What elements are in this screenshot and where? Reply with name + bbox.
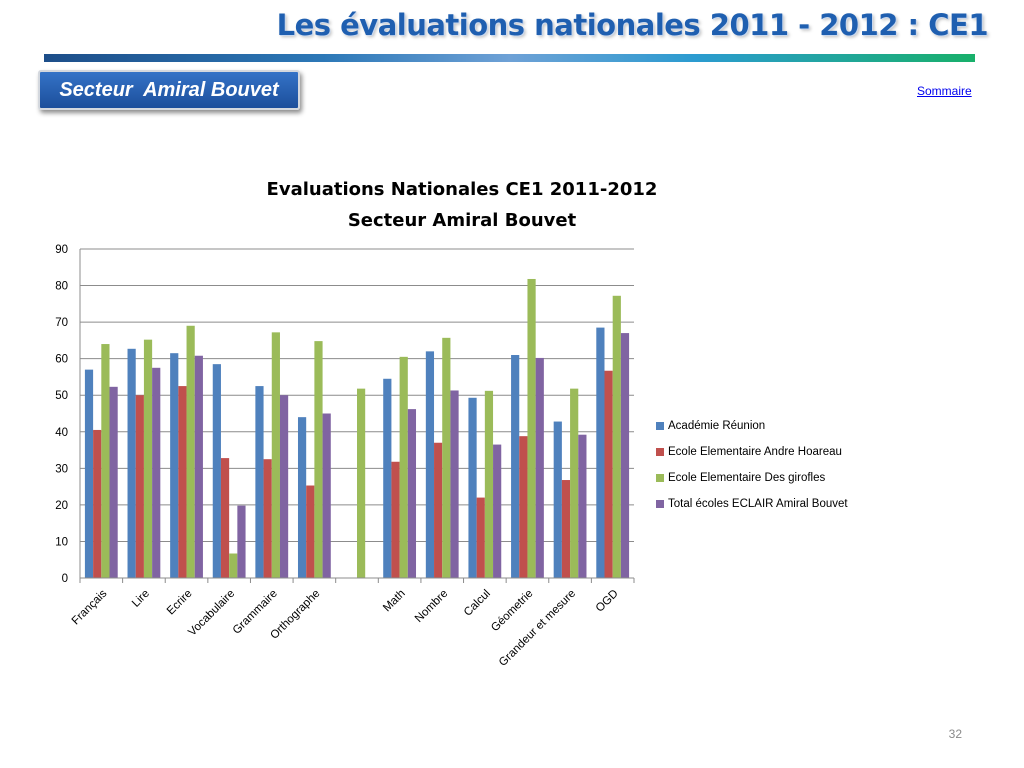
bar: [578, 434, 587, 578]
legend-label: Total écoles ECLAIR Amiral Bouvet: [668, 498, 848, 510]
bar: [279, 395, 289, 578]
y-tick-label: 10: [55, 536, 68, 548]
bar: [407, 409, 417, 578]
y-tick-label: 80: [55, 281, 68, 293]
sommaire-link[interactable]: Sommaire: [917, 84, 972, 98]
y-tick-label: 70: [55, 317, 68, 329]
bar: [186, 325, 195, 578]
bar: [84, 369, 94, 578]
x-tick-label: Ecrire: [165, 588, 195, 618]
bar: [212, 364, 221, 578]
bar: [383, 378, 392, 578]
bar: [511, 355, 520, 578]
x-tick-label: Lire: [130, 588, 152, 610]
x-tick-label: Vocabulaire: [186, 588, 237, 639]
bar: [101, 344, 110, 578]
bar: [152, 367, 161, 578]
bar: [399, 356, 408, 578]
legend-item: Ecole Elementaire Des girofles: [656, 465, 848, 491]
bar: [620, 333, 630, 578]
bar: [263, 459, 272, 578]
bar: [570, 388, 579, 578]
bar: [468, 397, 477, 578]
legend-swatch: [656, 422, 664, 430]
bar: [425, 351, 435, 578]
page-number: 32: [948, 727, 962, 741]
title-gradient-rule: [44, 54, 975, 62]
y-tick-label: 50: [55, 390, 68, 402]
bar: [127, 348, 136, 578]
bar: [93, 429, 102, 578]
slide-title: Les évaluations nationales 2011 - 2012 :…: [276, 8, 989, 42]
bar: [391, 461, 400, 578]
bar: [255, 386, 264, 578]
legend-item: Total écoles ECLAIR Amiral Bouvet: [656, 491, 848, 517]
legend-label: Ecole Elementaire Andre Hoareau: [668, 446, 842, 458]
x-tick-label: OGD: [594, 588, 621, 615]
bar: [357, 388, 366, 578]
bar: [178, 386, 187, 578]
bar: [434, 442, 443, 578]
bar: [314, 341, 323, 578]
y-tick-label: 20: [55, 500, 68, 512]
y-tick-label: 90: [55, 244, 68, 256]
legend-label: Académie Réunion: [668, 420, 766, 432]
bar: [194, 355, 203, 578]
bar: [596, 327, 605, 578]
bar: [143, 339, 153, 578]
x-tick-label: Français: [70, 587, 110, 627]
bar: [237, 505, 246, 578]
y-tick-label: 0: [62, 573, 68, 585]
bar: [612, 295, 621, 578]
sector-label-box: Secteur Amiral Bouvet: [38, 70, 300, 110]
legend-swatch: [656, 474, 664, 482]
legend-label: Ecole Elementaire Des girofles: [668, 472, 826, 484]
legend-item: Académie Réunion: [656, 413, 848, 439]
bar: [476, 497, 485, 578]
bar: [535, 357, 544, 578]
x-tick-label: Math: [381, 588, 408, 615]
bar: [271, 332, 280, 578]
bar: [109, 386, 118, 578]
y-tick-label: 30: [55, 463, 68, 475]
bar: [561, 480, 571, 578]
bar: [553, 421, 562, 578]
bar: [170, 353, 179, 578]
y-tick-label: 40: [55, 427, 68, 439]
x-tick-label: Grandeur et mesure: [497, 588, 578, 669]
bar: [493, 444, 502, 578]
bar: [450, 390, 459, 578]
bar: [229, 553, 238, 578]
x-tick-label: Géometrie: [489, 588, 535, 634]
legend-item: Ecole Elementaire Andre Hoareau: [656, 439, 848, 465]
bar: [306, 485, 315, 578]
bar: [297, 417, 307, 578]
bar: [442, 337, 451, 578]
bar: [322, 413, 331, 578]
chart-title-line-2: Secteur Amiral Bouvet: [347, 210, 577, 231]
bar: [135, 395, 144, 578]
chart-legend: Académie Réunion Ecole Elementaire Andre …: [656, 413, 848, 517]
bar: [527, 278, 536, 578]
legend-swatch: [656, 448, 664, 456]
chart-title: Evaluations Nationales CE1 2011-2012 Sec…: [236, 174, 688, 236]
y-tick-label: 60: [55, 354, 68, 366]
bar: [220, 458, 230, 578]
x-tick-label: Calcul: [462, 588, 493, 619]
x-tick-label: Nombre: [413, 588, 450, 625]
legend-swatch: [656, 500, 664, 508]
bar: [484, 390, 494, 578]
bar: [604, 370, 613, 578]
bar: [519, 436, 528, 578]
chart-title-line-1: Evaluations Nationales CE1 2011-2012: [266, 179, 658, 200]
